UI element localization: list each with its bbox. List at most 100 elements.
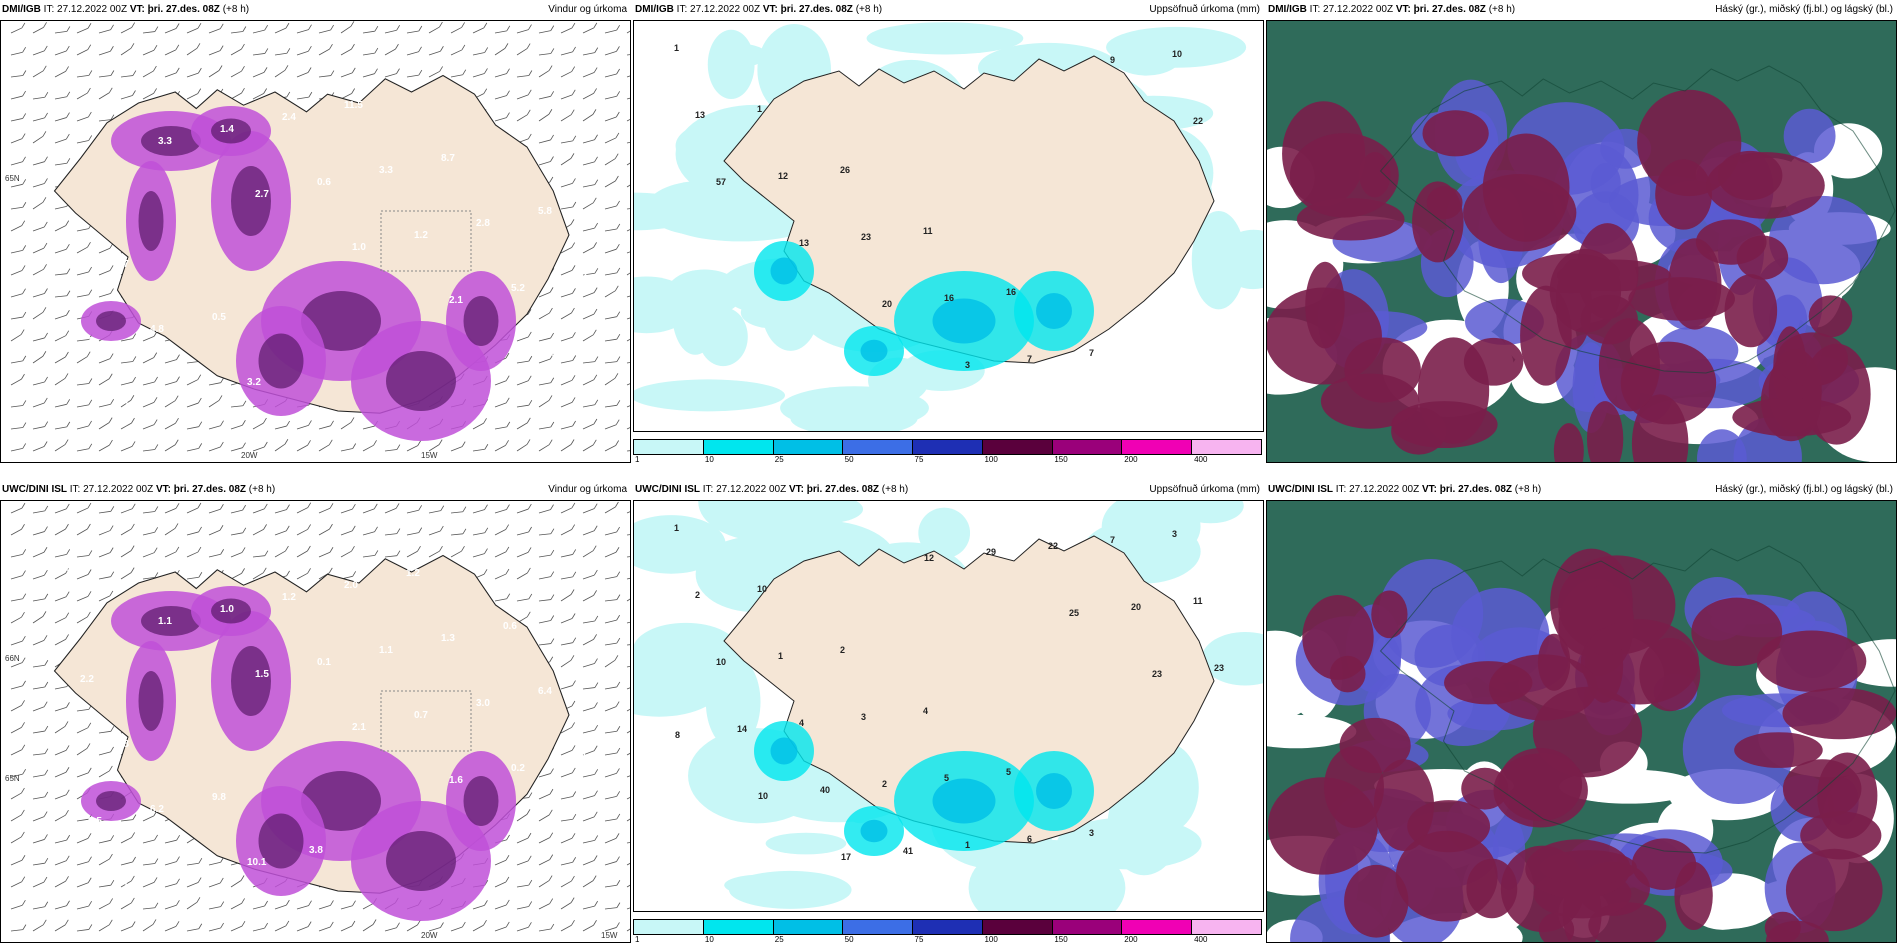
precip-labels: 4.5 3.3 2.7 1.0 2.1 3.0 2.1 1.4 0.6 1.2 5.2 3 2.6 2.4…	[61, 83, 587, 412]
wind-barb	[516, 75, 529, 78]
wind-barb	[164, 904, 177, 910]
wind-barb-flag	[196, 43, 201, 49]
wind-barb	[208, 927, 221, 932]
wind-barb-flag	[22, 179, 27, 185]
wind-barb-flag	[506, 834, 510, 841]
wind-barb	[98, 770, 110, 778]
accum-value-label: 6	[1027, 834, 1032, 844]
wind-barb-flag	[154, 444, 159, 450]
wind-barb-flag	[88, 856, 92, 862]
wind-barb-flag	[44, 112, 48, 119]
precip-value-label: 2.6	[185, 389, 199, 400]
wind-barb	[626, 752, 630, 756]
wind-barb	[32, 531, 45, 536]
wind-barb	[98, 293, 111, 298]
wind-barb	[296, 425, 309, 430]
precip-area	[860, 339, 888, 363]
wind-barb-flag	[374, 526, 378, 532]
panel-dini-accum-precip: UWC/DINI ISL IT: 27.12.2022 00Z VT: þri.…	[633, 480, 1264, 944]
wind-barb	[186, 48, 198, 56]
wind-barb	[494, 48, 506, 56]
wind-barb-flag	[44, 421, 49, 427]
wind-barb	[32, 247, 45, 254]
wind-barb-flag	[308, 900, 312, 906]
wind-barb-flag	[593, 242, 597, 248]
wind-barb-flag	[593, 308, 598, 315]
map-svg: 1 10 2 4 5 3 3 2 1 3 5 6 7 11 10 4 2 1 22 20 23 14 40 41 29 25 23 8…	[634, 501, 1263, 911]
colorbar-tick-label: 150	[1054, 935, 1068, 944]
panel-header: UWC/DINI ISL IT: 27.12.2022 00Z VT: þri.…	[633, 480, 1264, 500]
wind-barb-flag	[88, 378, 93, 384]
wind-barb-flag	[220, 922, 224, 929]
wind-barb	[208, 508, 221, 514]
precip-value-label: 0.6	[317, 177, 331, 188]
cloud-field	[1267, 79, 1896, 462]
wind-barb-flag	[132, 70, 137, 76]
wind-barb	[230, 925, 243, 932]
colorbar-tick-label: 100	[984, 455, 998, 464]
wind-barb-flag	[352, 900, 356, 906]
wind-barb	[626, 184, 630, 188]
wind-barb-flag	[88, 443, 93, 449]
wind-barb	[296, 507, 308, 514]
wind-barb	[604, 706, 617, 712]
wind-barb	[582, 880, 594, 888]
wind-barb	[626, 797, 630, 800]
precip-value-label: 0.7	[546, 828, 560, 839]
wind-barb	[626, 687, 630, 690]
wind-barb	[472, 422, 484, 430]
accum-value-label: 10	[1172, 49, 1182, 59]
wind-barb	[98, 552, 111, 558]
wind-barb-flag	[616, 24, 621, 31]
wind-barb	[296, 529, 308, 536]
wind-barb	[32, 117, 45, 122]
map-wind-precip: 4.5 3.3 2.7 1.0 2.1 3.0 2.1 1.4 0.6 1.2 5.2 3 2.6 2.4…	[0, 20, 631, 463]
wind-barb-flag	[175, 921, 180, 927]
wind-barb	[54, 248, 67, 254]
wind-barb	[10, 507, 23, 514]
clear-area	[1559, 769, 1699, 804]
wind-barb	[582, 114, 594, 122]
wind-barb	[560, 924, 572, 932]
wind-barb-flag	[131, 523, 135, 530]
wind-barb	[32, 924, 44, 932]
wind-barb-flag	[219, 441, 224, 448]
wind-barb	[472, 27, 485, 34]
wind-barb-flag	[153, 45, 158, 51]
wind-barb-flag	[593, 811, 598, 818]
precip-area	[705, 655, 761, 749]
wind-barb	[76, 92, 88, 100]
wind-barb	[32, 839, 45, 844]
wind-barb	[296, 50, 309, 56]
wind-barb	[142, 401, 155, 408]
wind-barb	[604, 686, 617, 690]
wind-barb-flag	[548, 65, 553, 71]
wind-barb-flag	[197, 397, 202, 404]
wind-barb-flag	[87, 523, 91, 530]
wind-barb	[76, 140, 89, 144]
wind-barb-flag	[330, 24, 334, 31]
wind-barb	[32, 816, 45, 822]
precip-value-label: 3.1	[573, 751, 587, 762]
wind-barb	[494, 881, 507, 888]
wind-barb	[582, 550, 594, 558]
wind-barb	[538, 576, 551, 580]
wind-barb-flag	[307, 502, 312, 508]
wind-barb-flag	[374, 68, 378, 74]
wind-barb	[98, 50, 111, 56]
wind-barb	[626, 162, 630, 166]
wind-barb	[538, 358, 551, 364]
wind-barb-flag	[22, 549, 27, 555]
wind-barb	[32, 426, 45, 430]
wind-barb	[626, 644, 630, 646]
wind-barb-flag	[109, 265, 114, 271]
wind-barb	[494, 117, 507, 122]
wind-barb	[538, 337, 551, 342]
colorbar-tick-label: 1	[635, 455, 640, 464]
wind-barb-flag	[571, 875, 575, 882]
wind-barb	[626, 30, 630, 34]
wind-barb	[120, 361, 133, 364]
wind-barb-flag	[64, 373, 69, 379]
coord-label: 65N	[5, 174, 20, 183]
wind-barb	[362, 531, 375, 536]
